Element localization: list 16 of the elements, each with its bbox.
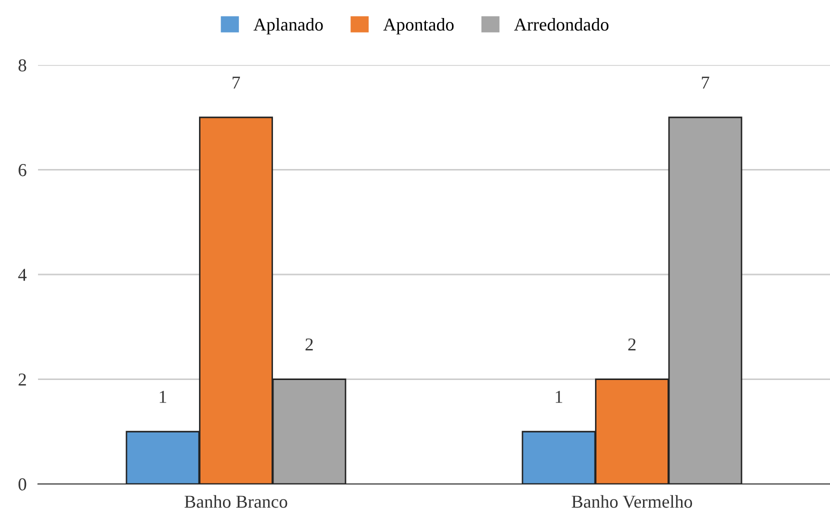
- data-label: 1: [160, 390, 166, 403]
- legend-label: Aplanado: [254, 18, 323, 34]
- x-tick-label: Banho Vermelho: [572, 495, 692, 508]
- data-label: 7: [702, 76, 710, 89]
- y-tick-label: 8: [18, 59, 26, 72]
- data-label: 2: [306, 338, 313, 350]
- data-label: 7: [232, 76, 240, 89]
- y-tick-label: 6: [18, 164, 26, 176]
- y-tick-label: 0: [18, 478, 26, 490]
- legend-label: Apontado: [383, 18, 454, 34]
- y-tick-label: 4: [18, 268, 27, 281]
- data-label: 1: [556, 390, 562, 403]
- y-tick-label: 2: [18, 374, 26, 386]
- data-label: 2: [628, 338, 636, 350]
- x-tick-label: Banho Branco: [184, 495, 288, 508]
- legend-label: Arredondado: [514, 18, 608, 31]
